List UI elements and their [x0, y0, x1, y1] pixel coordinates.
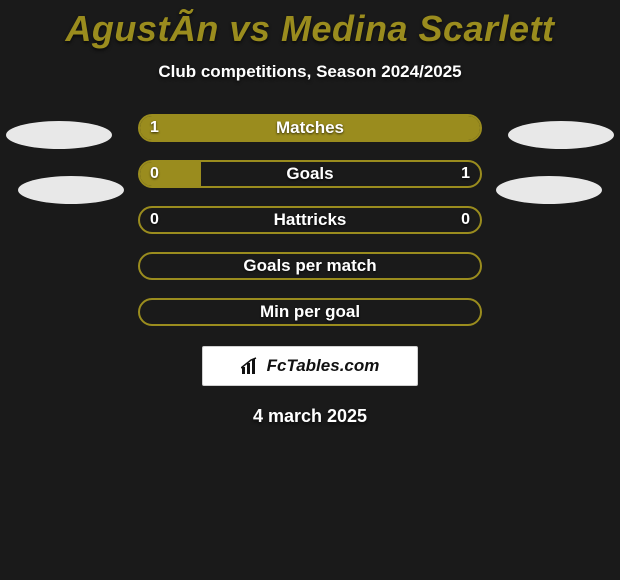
- stat-row-min-per-goal: Min per goal: [138, 298, 482, 326]
- stat-value-left: 0: [150, 165, 159, 183]
- stat-row-matches: 1 Matches: [138, 114, 482, 142]
- stat-value-right: 1: [461, 165, 470, 183]
- comparison-infographic: AgustÃ­n vs Medina Scarlett Club competi…: [0, 0, 620, 580]
- stat-label: Hattricks: [274, 210, 347, 230]
- stat-row-goals-per-match: Goals per match: [138, 252, 482, 280]
- stat-label: Goals: [286, 164, 333, 184]
- stat-label: Min per goal: [260, 302, 360, 322]
- stat-row-goals: 0 Goals 1: [138, 160, 482, 188]
- stat-label: Matches: [276, 118, 344, 138]
- page-subtitle: Club competitions, Season 2024/2025: [0, 62, 620, 82]
- date-label: 4 march 2025: [0, 406, 620, 427]
- bar-chart-icon: [241, 357, 261, 375]
- stat-fill-mid: [201, 162, 480, 186]
- stat-value-left: 1: [150, 119, 159, 137]
- player-right-avatar-mid: [496, 176, 602, 204]
- player-right-avatar-top: [508, 121, 614, 149]
- player-left-avatar-mid: [18, 176, 124, 204]
- player-left-avatar-top: [6, 121, 112, 149]
- page-title: AgustÃ­n vs Medina Scarlett: [0, 0, 620, 50]
- source-logo-text: FcTables.com: [267, 356, 380, 376]
- stat-row-hattricks: 0 Hattricks 0: [138, 206, 482, 234]
- stat-label: Goals per match: [243, 256, 376, 276]
- stat-value-right: 0: [461, 211, 470, 229]
- source-logo: FcTables.com: [202, 346, 418, 386]
- stat-value-left: 0: [150, 211, 159, 229]
